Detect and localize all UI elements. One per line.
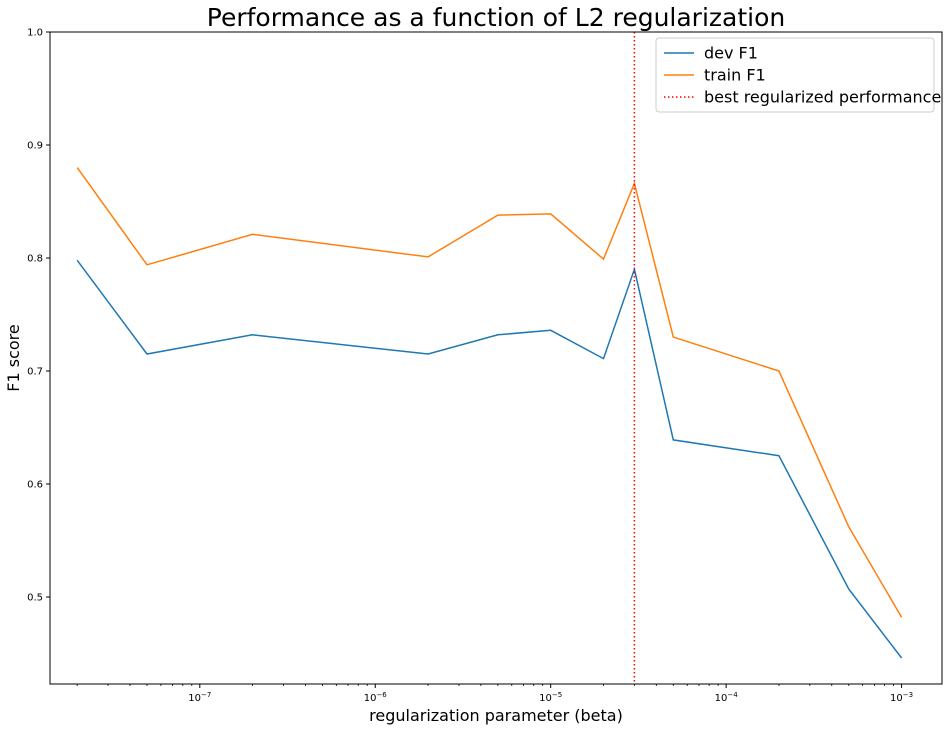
y-tick-label: 0.9	[27, 140, 43, 151]
x-tick-label: 10−4	[715, 691, 739, 704]
x-tick-label: 10−3	[890, 691, 913, 704]
series-line	[76, 167, 903, 618]
x-tick-label: 10−6	[364, 691, 388, 704]
legend-label: dev F1	[704, 44, 758, 63]
y-tick-label: 1.0	[27, 28, 43, 39]
y-tick-label: 0.7	[27, 366, 43, 377]
x-tick-label: 10−5	[539, 691, 562, 704]
y-tick-label: 0.5	[27, 592, 43, 603]
legend: dev F1 train F1 best regularized performan…	[655, 37, 941, 113]
legend-label: train F1	[704, 66, 766, 85]
plot-area	[76, 32, 903, 684]
y-axis-ticks: 0.5 0.6 0.7 0.8 0.9 1.0	[27, 28, 50, 603]
y-axis-label: F1 score	[4, 324, 23, 391]
y-tick-label: 0.6	[27, 479, 43, 490]
x-axis-ticks: 10−7 10−6 10−5 10−4 10−3	[76, 684, 913, 704]
legend-box	[655, 37, 935, 113]
chart-title: Performance as a function of L2 regulari…	[207, 3, 785, 32]
x-axis-label: regularization parameter (beta)	[369, 706, 623, 725]
series-line	[76, 259, 903, 659]
y-tick-label: 0.8	[27, 253, 43, 264]
x-tick-label: 10−7	[188, 691, 211, 704]
axes-frame	[49, 31, 943, 685]
legend-label: best regularized performance	[704, 88, 941, 107]
